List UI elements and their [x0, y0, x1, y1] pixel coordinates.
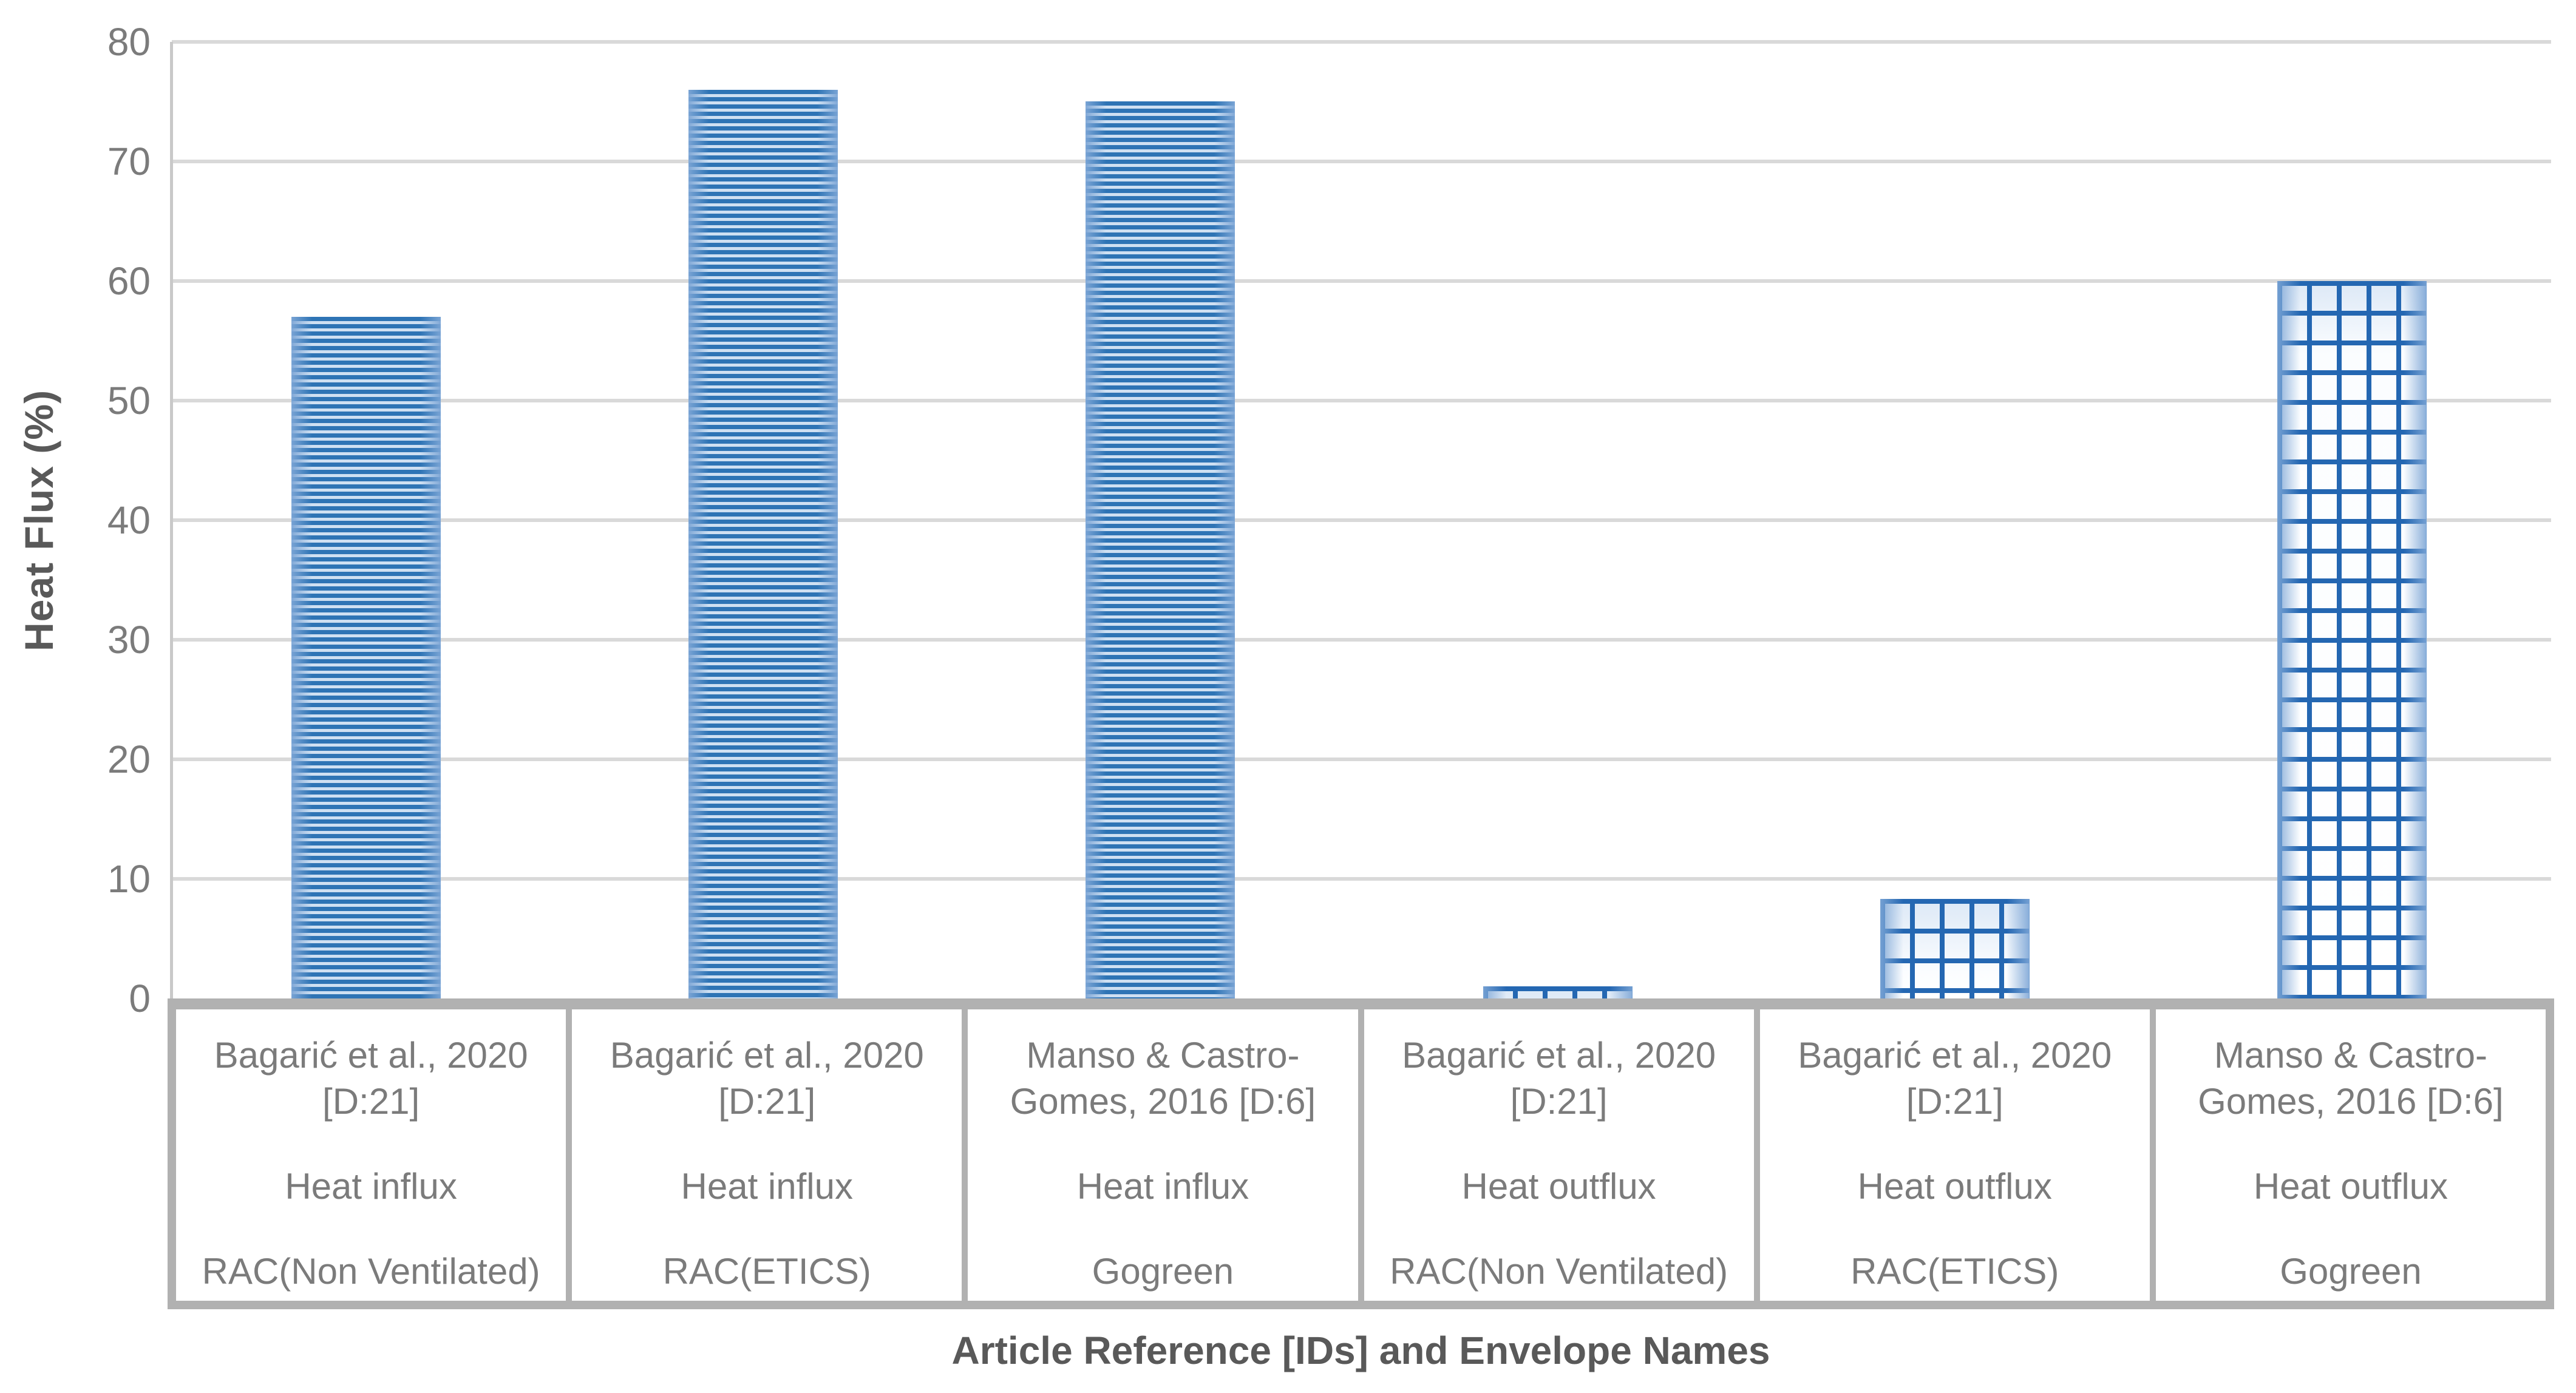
- category-reference: Manso & Castro-Gomes, 2016 [D:6]: [1010, 1035, 1316, 1122]
- y-tick-label-40: 40: [107, 498, 151, 542]
- category-cell-1: Bagarić et al., 2020 [D:21] Heat influx RA…: [176, 1009, 566, 1301]
- gridline-y-80: [172, 40, 2551, 44]
- category-flux: Heat influx: [681, 1166, 853, 1207]
- category-envelope: RAC(ETICS): [662, 1251, 871, 1292]
- category-reference: Manso & Castro-Gomes, 2016 [D:6]: [2198, 1035, 2504, 1122]
- category-reference: Bagarić et al., 2020 [D:21]: [214, 1035, 528, 1122]
- y-tick-label-20: 20: [107, 737, 151, 781]
- y-tick-label-80: 80: [107, 20, 151, 64]
- category-envelope: RAC(Non Ventilated): [1390, 1251, 1728, 1292]
- gridline-y-70: [172, 160, 2551, 163]
- gridline-y-10: [172, 877, 2551, 881]
- category-envelope: Gogreen: [2280, 1251, 2422, 1292]
- gridline-y-60: [172, 279, 2551, 283]
- category-reference: Bagarić et al., 2020 [D:21]: [1402, 1035, 1716, 1122]
- category-flux: Heat outflux: [1857, 1166, 2052, 1207]
- bar-5-rac-etics-: [1880, 899, 2030, 998]
- category-reference: Bagarić et al., 2020 [D:21]: [610, 1035, 924, 1122]
- gridline-y-30: [172, 638, 2551, 642]
- category-cell-2: Bagarić et al., 2020 [D:21] Heat influx RA…: [566, 1009, 962, 1301]
- y-tick-label-30: 30: [107, 618, 151, 662]
- bar-1-rac-non-ventilated-: [291, 317, 441, 998]
- y-tick-label-0: 0: [129, 977, 151, 1020]
- y-axis-line: [170, 42, 173, 1002]
- gridline-y-50: [172, 399, 2551, 402]
- y-tick-label-60: 60: [107, 259, 151, 303]
- category-cell-5: Bagarić et al., 2020 [D:21] Heat outflux R…: [1753, 1009, 2150, 1301]
- category-cell-6: Manso & Castro-Gomes, 2016 [D:6] Heat out…: [2149, 1009, 2546, 1301]
- y-tick-label-50: 50: [107, 379, 151, 422]
- category-envelope: RAC(ETICS): [1850, 1251, 2059, 1292]
- category-flux: Heat influx: [285, 1166, 457, 1207]
- category-cell-3: Manso & Castro-Gomes, 2016 [D:6] Heat inf…: [962, 1009, 1358, 1301]
- category-envelope: Gogreen: [1092, 1251, 1234, 1292]
- bar-4-rac-non-ventilated-: [1483, 986, 1633, 998]
- category-axis-box: Bagarić et al., 2020 [D:21] Heat influx RA…: [168, 998, 2554, 1309]
- y-tick-label-10: 10: [107, 857, 151, 901]
- x-axis-title: Article Reference [IDs] and Envelope Nam…: [951, 1329, 1770, 1372]
- category-flux: Heat outflux: [2253, 1166, 2449, 1207]
- gridline-y-20: [172, 758, 2551, 761]
- gridline-y-40: [172, 518, 2551, 522]
- bar-6-gogreen: [2277, 281, 2427, 998]
- category-flux: Heat outflux: [1461, 1166, 1656, 1207]
- category-cell-4: Bagarić et al., 2020 [D:21] Heat outflux R…: [1358, 1009, 1754, 1301]
- bar-3-gogreen: [1086, 101, 1235, 998]
- category-flux: Heat influx: [1076, 1166, 1249, 1207]
- category-envelope: RAC(Non Ventilated): [202, 1251, 540, 1292]
- y-tick-label-70: 70: [107, 140, 151, 183]
- bar-2-rac-etics-: [688, 90, 838, 998]
- category-reference: Bagarić et al., 2020 [D:21]: [1798, 1035, 2112, 1122]
